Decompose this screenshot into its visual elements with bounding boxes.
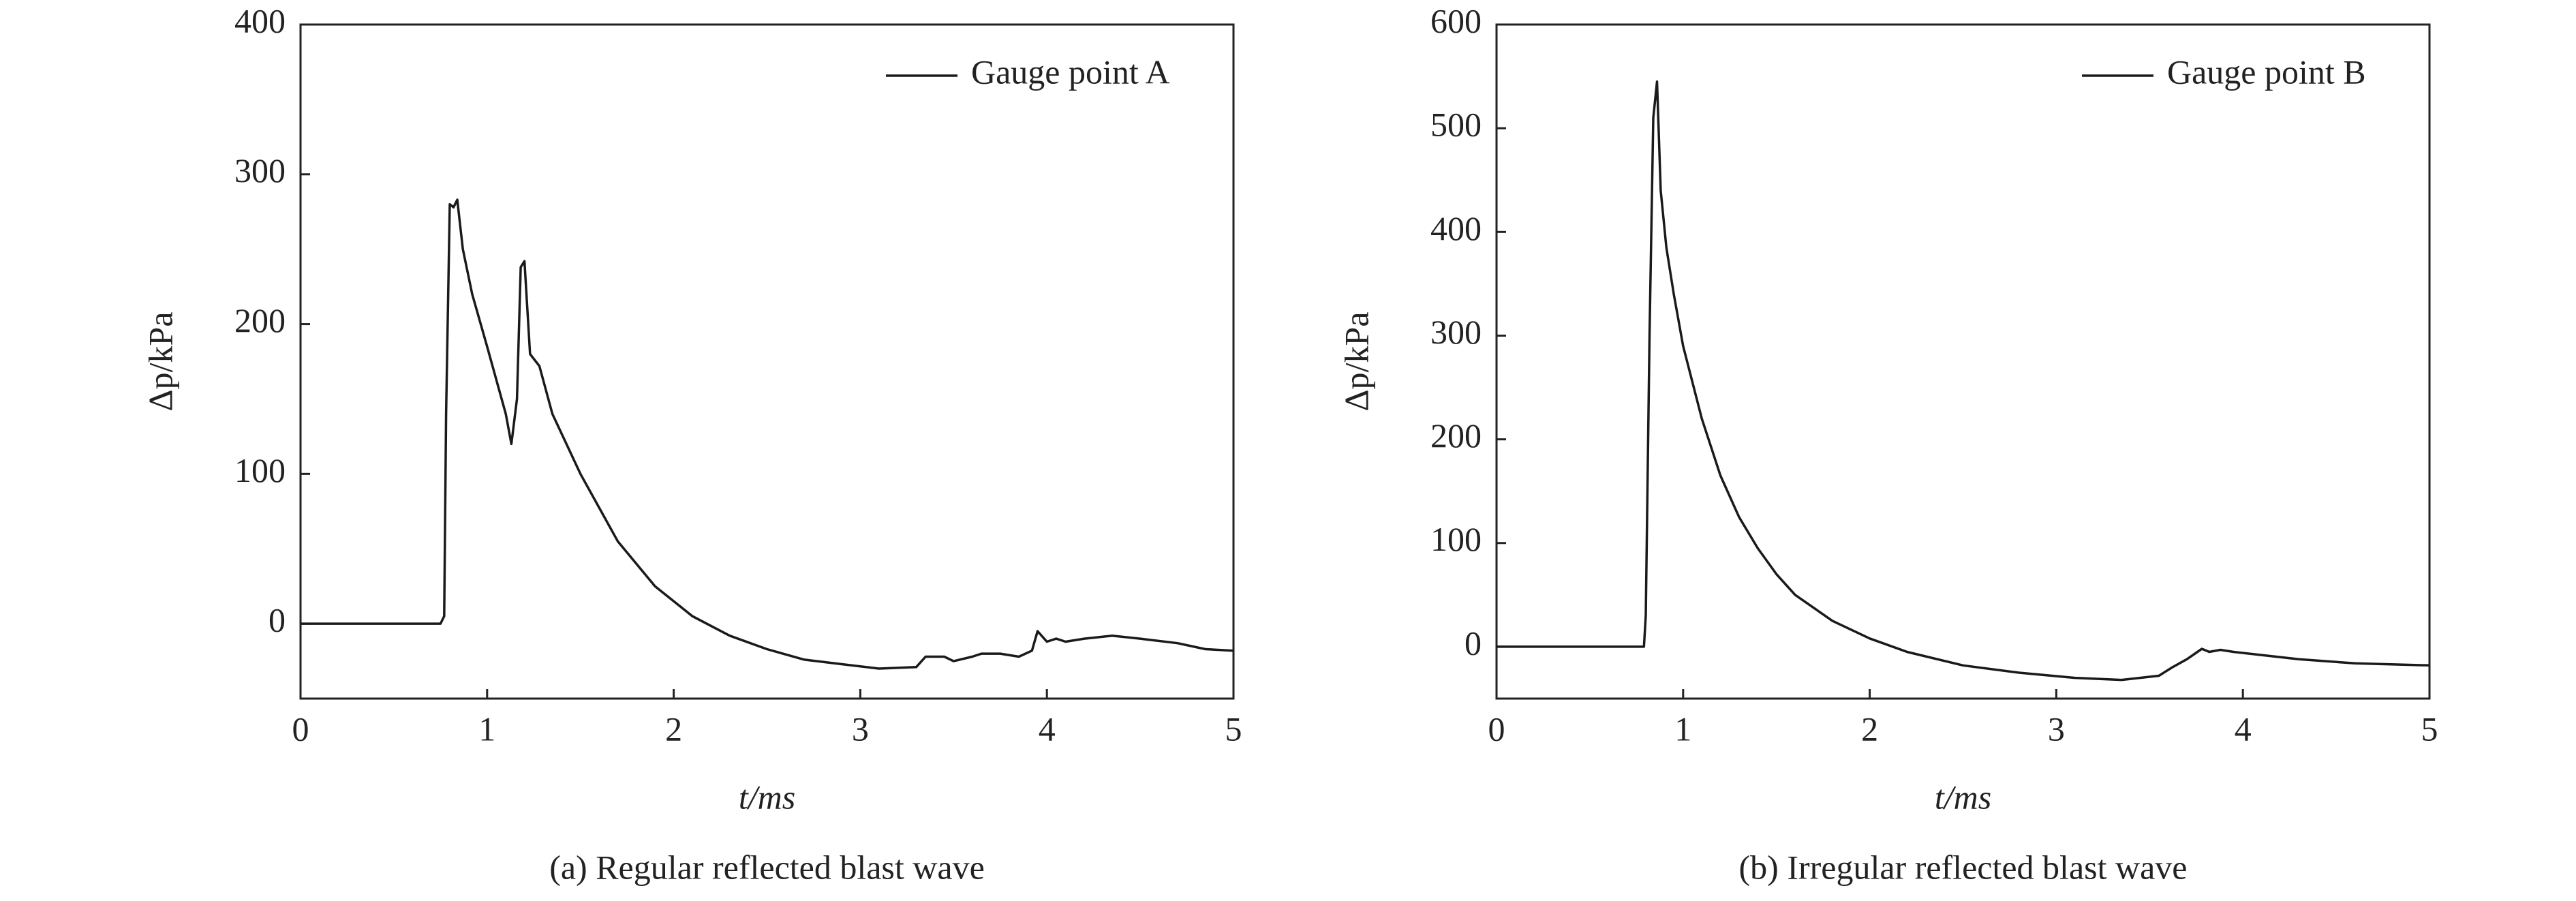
y-tick-label: 400	[1430, 209, 1482, 247]
y-tick-label: 400	[234, 1, 286, 40]
x-axis-label: t/ms	[739, 778, 795, 816]
y-tick-label: 100	[234, 451, 286, 489]
data-line	[301, 198, 1234, 670]
caption: (a) Regular reflected blast wave	[549, 848, 985, 886]
y-tick-label: 500	[1430, 106, 1482, 144]
y-tick-label: 600	[1430, 1, 1482, 40]
y-tick-label: 0	[1465, 624, 1482, 662]
x-tick-label: 3	[2048, 709, 2065, 748]
x-tick-label: 4	[2235, 709, 2252, 748]
legend-label: Gauge point B	[2167, 52, 2366, 91]
x-tick-label: 4	[1039, 709, 1056, 748]
x-axis-label: t/ms	[1935, 778, 1991, 816]
legend-label: Gauge point A	[971, 52, 1170, 91]
data-line	[1497, 80, 2430, 682]
x-tick-label: 5	[2421, 709, 2438, 748]
y-axis-label: Δp/kPa	[1337, 311, 1375, 411]
x-tick-label: 0	[1488, 709, 1505, 748]
x-tick-label: 1	[1674, 709, 1691, 748]
y-tick-label: 100	[1430, 520, 1482, 558]
x-tick-label: 1	[478, 709, 495, 748]
y-tick-label: 0	[269, 601, 286, 639]
y-tick-label: 300	[1430, 313, 1482, 351]
caption: (b) Irregular reflected blast wave	[1739, 848, 2188, 886]
x-tick-label: 2	[665, 709, 682, 748]
y-axis-label: Δp/kPa	[141, 311, 179, 411]
y-tick-label: 300	[234, 151, 286, 189]
x-tick-label: 3	[852, 709, 869, 748]
plot-frame	[1495, 23, 2431, 700]
y-tick-label: 200	[234, 301, 286, 339]
x-tick-label: 5	[1225, 709, 1242, 748]
x-tick-label: 2	[1861, 709, 1878, 748]
y-tick-label: 200	[1430, 416, 1482, 455]
x-tick-label: 0	[292, 709, 309, 748]
plot-frame	[299, 23, 1235, 700]
